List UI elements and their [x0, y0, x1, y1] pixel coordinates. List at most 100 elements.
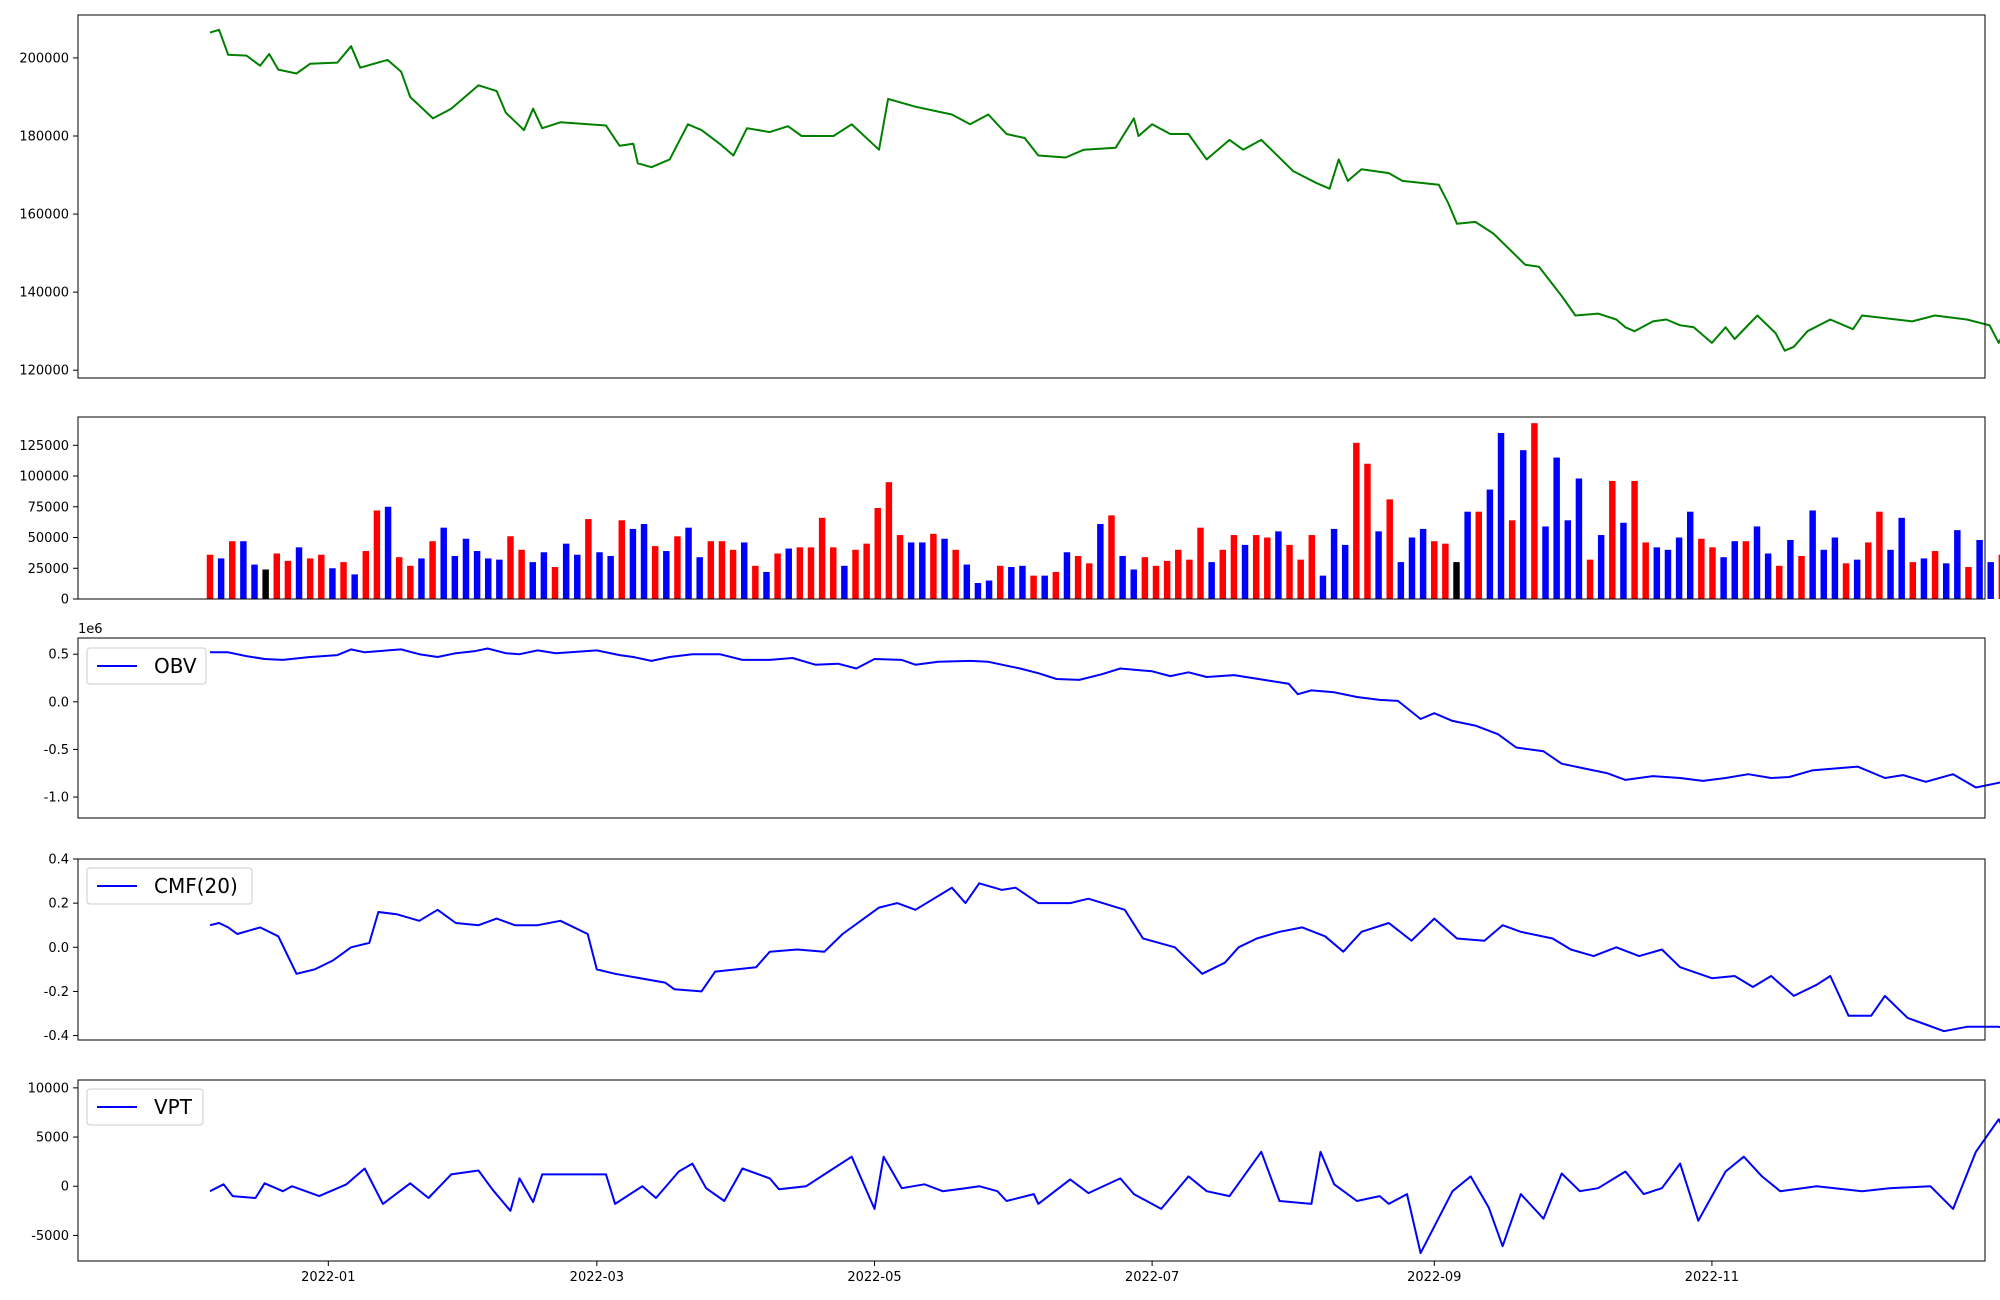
- volume-bar: [540, 552, 548, 599]
- obv-y-tick-label: -1.0: [44, 791, 69, 806]
- volume-bar: [1653, 547, 1661, 599]
- volume-y-tick-label: 100000: [19, 470, 69, 485]
- volume-bar: [740, 542, 748, 599]
- volume-bar: [796, 547, 804, 599]
- volume-bar: [651, 546, 659, 599]
- price-series-layer: [209, 28, 2000, 352]
- volume-bar: [618, 520, 626, 599]
- volume-bar: [640, 523, 648, 599]
- price-y-tick-label: 200000: [19, 51, 69, 66]
- volume-bar: [1965, 567, 1972, 599]
- volume-bar: [1386, 499, 1393, 599]
- volume-y-tick-label: 125000: [19, 439, 69, 454]
- volume-bar: [318, 554, 325, 599]
- volume-bar: [562, 543, 570, 599]
- volume-bar: [1920, 558, 1928, 599]
- obv-y-ticks: -1.0 -0.5 0.0 0.5: [44, 648, 78, 806]
- volume-bar: [1319, 575, 1327, 599]
- cmf-panel: -0.4 -0.2 0.0 0.2 0.4 CMF(20): [44, 853, 2000, 1044]
- cmf-legend-box: [86, 867, 253, 905]
- volume-bar: [1252, 535, 1260, 599]
- volume-bar: [885, 482, 893, 599]
- volume-bars-layer: [206, 423, 2000, 599]
- volume-bar: [941, 538, 948, 599]
- volume-bar: [985, 580, 993, 599]
- volume-bar: [1364, 463, 1371, 599]
- vpt-y-tick-label: 5000: [36, 1131, 69, 1146]
- vpt-x-ticks: 2022-01 2022-03 2022-05 2022-07 2022-09 2022-…: [301, 1261, 1739, 1285]
- volume-bar: [384, 506, 392, 599]
- volume-bar: [1731, 541, 1738, 599]
- volume-bar: [418, 558, 425, 599]
- cmf-legend-label: CMF(20): [154, 874, 238, 898]
- volume-bar: [1887, 549, 1894, 599]
- volume-bar: [1865, 542, 1872, 599]
- volume-bar: [1453, 562, 1460, 599]
- volume-bar: [395, 557, 403, 599]
- cmf-y-tick-label: 0.2: [48, 897, 69, 912]
- volume-bar: [217, 558, 225, 599]
- volume-bar: [284, 560, 292, 599]
- x-tick-label: 2022-01: [301, 1270, 355, 1285]
- volume-bar: [1642, 542, 1649, 599]
- obv-line: [210, 647, 2000, 789]
- volume-bar: [1520, 450, 1527, 599]
- volume-bar: [473, 551, 481, 599]
- cmf-y-tick-label: -0.4: [44, 1029, 69, 1044]
- volume-bar: [262, 569, 269, 599]
- volume-bar: [1219, 549, 1227, 599]
- volume-bar: [1820, 549, 1827, 599]
- volume-bar: [1241, 544, 1249, 599]
- obv-y-tick-label: 0.5: [48, 648, 69, 663]
- volume-bar: [607, 555, 614, 599]
- volume-bar: [763, 571, 770, 599]
- volume-bar: [1798, 555, 1805, 599]
- volume-bar: [1597, 535, 1605, 599]
- volume-bar: [1954, 530, 1961, 599]
- volume-bar: [1898, 517, 1905, 599]
- vpt-legend-box: [86, 1088, 204, 1126]
- volume-bar: [685, 527, 692, 599]
- volume-bar: [1330, 528, 1338, 599]
- volume-bar: [1141, 557, 1149, 599]
- volume-bar: [295, 547, 303, 599]
- volume-bar: [930, 533, 937, 599]
- volume-bar: [1163, 560, 1171, 599]
- volume-bar: [1341, 544, 1349, 599]
- obv-legend-label: OBV: [154, 654, 197, 678]
- vpt-y-tick-label: 0: [61, 1180, 69, 1195]
- volume-bar: [351, 574, 358, 599]
- volume-bar: [1041, 575, 1048, 599]
- volume-bar: [251, 564, 258, 599]
- volume-bar: [707, 541, 715, 599]
- volume-bar: [273, 553, 280, 599]
- volume-bar: [718, 541, 726, 599]
- volume-bar: [1675, 537, 1683, 599]
- vpt-line: [209, 1118, 2000, 1255]
- obv-series-layer: [210, 647, 2000, 789]
- volume-bar: [596, 552, 603, 599]
- volume-bar: [1375, 531, 1382, 599]
- volume-bar: [1742, 541, 1750, 599]
- volume-bar: [496, 559, 503, 599]
- x-tick-label: 2022-05: [847, 1270, 901, 1285]
- volume-bar: [907, 542, 915, 599]
- volume-bar: [1464, 511, 1471, 599]
- volume-bar: [1442, 543, 1449, 599]
- volume-bar: [1175, 549, 1182, 599]
- volume-bar: [1876, 511, 1883, 599]
- price-y-tick-label: 140000: [19, 286, 69, 301]
- volume-y-ticks: 0 25000 50000 75000 100000 125000: [19, 439, 78, 608]
- price-axes-frame: [77, 14, 1986, 379]
- volume-bar: [1542, 526, 1549, 599]
- volume-bar: [696, 557, 703, 599]
- volume-bar: [1942, 563, 1950, 599]
- volume-bar: [1620, 522, 1627, 599]
- volume-y-tick-label: 25000: [28, 562, 69, 577]
- x-tick-label: 2022-09: [1407, 1270, 1461, 1285]
- volume-bar: [340, 562, 347, 599]
- volume-bar: [1085, 563, 1093, 599]
- volume-bar: [306, 558, 314, 599]
- volume-bar: [729, 549, 737, 599]
